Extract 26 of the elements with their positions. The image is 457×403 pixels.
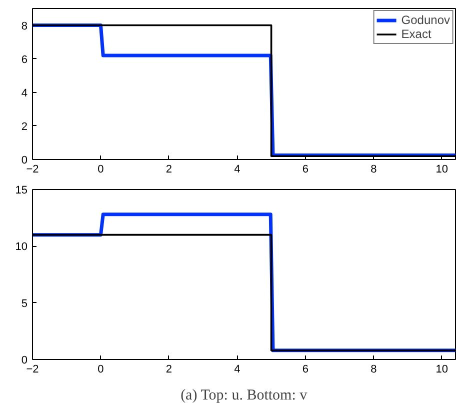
x-tick-label: 10 [436,364,448,376]
y-tick-label: 4 [21,87,28,100]
y-tick-label: 2 [21,120,28,133]
x-tick-label: −2 [26,364,39,376]
x-tick-label: −2 [26,164,39,176]
x-tick-label: 0 [98,364,104,376]
x-tick-label: 8 [370,364,377,376]
legend-label: Godunov [401,13,450,27]
y-tick-label: 5 [21,298,28,310]
y-tick-label: 0 [21,354,28,366]
x-tick-label: 4 [234,364,240,376]
x-tick-label: 0 [98,164,104,176]
x-tick-label: 10 [436,164,448,176]
text: (a) Top: u. Bottom: v [180,388,308,403]
x-tick-label: 8 [370,164,377,176]
x-tick-label: 2 [166,364,172,376]
y-tick-label: 10 [15,241,28,254]
x-tick-label: 2 [166,164,172,176]
y-tick-label: 15 [15,184,28,196]
legend-label: Exact [401,27,432,41]
x-tick-label: 6 [302,164,308,176]
y-tick-label: 8 [21,20,28,32]
x-tick-label: 4 [234,164,240,176]
y-tick-label: 6 [21,54,28,66]
x-tick-label: 6 [302,364,308,376]
y-tick-label: 0 [21,154,28,166]
